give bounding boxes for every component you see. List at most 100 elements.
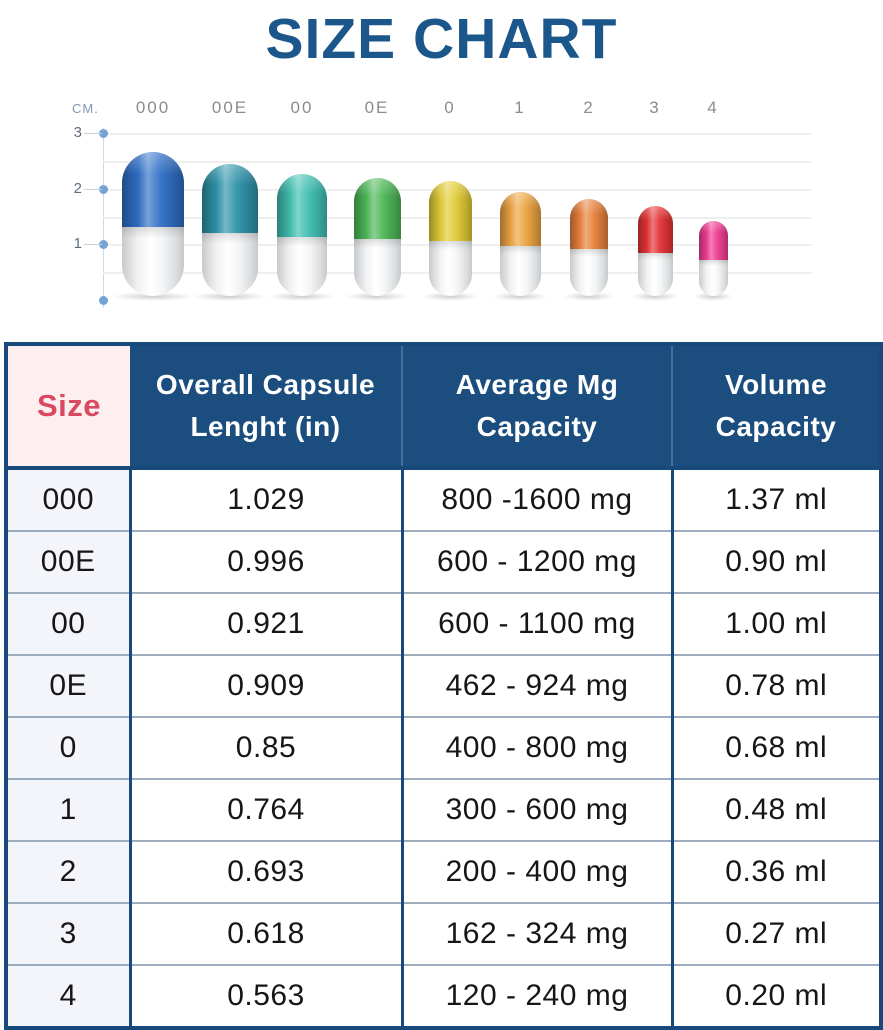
capsule-000 — [122, 152, 184, 296]
header-size: Size — [6, 344, 130, 468]
cell-mg-capacity: 800 -1600 mg — [400, 468, 672, 531]
cell-mg-capacity: 600 - 1200 mg — [400, 530, 672, 593]
capsule-shadow — [268, 292, 336, 301]
capsule-shadow — [420, 292, 480, 301]
cell-volume: 0.48 ml — [670, 778, 881, 841]
header-capsule-length: Overall Capsule Lenght (in) — [130, 344, 402, 468]
chart-gridline — [103, 160, 812, 163]
cell-size: 3 — [6, 902, 130, 965]
cell-volume: 0.78 ml — [670, 654, 881, 717]
capsule-body — [122, 226, 184, 296]
capsule-2 — [570, 199, 608, 296]
capsule-body — [428, 240, 472, 296]
capsule-size-label: 00E — [211, 98, 249, 117]
cell-size: 1 — [6, 778, 130, 841]
cell-volume: 0.36 ml — [670, 840, 881, 903]
axis-unit-label: CM. — [72, 101, 99, 116]
axis-dot — [99, 296, 108, 306]
capsule-shadow — [631, 292, 679, 301]
page-title: SIZE CHART — [265, 7, 618, 71]
capsule-shadow — [192, 292, 268, 301]
capsule-cap — [698, 221, 728, 260]
cell-size: 000 — [6, 468, 130, 531]
capsule-shadow — [345, 292, 409, 301]
table-row: 0 0.85 400 - 800 mg 0.68 ml — [6, 716, 881, 779]
cell-mg-capacity: 600 - 1100 mg — [400, 592, 672, 655]
size-table: Size Overall Capsule Lenght (in) Average… — [4, 342, 883, 1030]
header-volume-capacity: Volume Capacity — [671, 344, 881, 468]
capsule-cap — [277, 174, 327, 238]
cell-length: 0.996 — [128, 530, 402, 593]
cell-mg-capacity: 400 - 800 mg — [400, 716, 672, 779]
cell-volume: 0.68 ml — [670, 716, 881, 779]
capsule-cap — [499, 192, 541, 247]
capsule-body — [353, 239, 401, 296]
axis-dot — [99, 184, 108, 194]
axis-tick-line — [84, 244, 102, 246]
chart-gridline — [103, 133, 812, 135]
cell-volume: 0.90 ml — [670, 530, 881, 593]
capsule-cap — [570, 199, 608, 250]
cell-size: 00E — [6, 530, 130, 593]
cell-volume: 1.00 ml — [670, 592, 881, 655]
table-row: 3 0.618 162 - 324 mg 0.27 ml — [6, 902, 881, 965]
axis-dot — [99, 129, 108, 138]
capsule-size-label: 00 — [290, 98, 314, 117]
capsule-0 — [428, 181, 472, 296]
capsule-shadow — [111, 292, 195, 301]
axis-tick-label: 2 — [73, 179, 82, 197]
table-row: 00 0.921 600 - 1100 mg 1.00 ml — [6, 592, 881, 655]
cell-length: 0.764 — [128, 778, 402, 841]
cell-mg-capacity: 120 - 240 mg — [400, 964, 672, 1028]
capsule-body — [698, 260, 728, 296]
capsule-cap — [428, 181, 472, 241]
capsule-size-label: 000 — [135, 98, 171, 117]
capsule-size-label: 1 — [514, 98, 526, 117]
capsule-body — [499, 246, 541, 296]
axis-tick-line — [84, 188, 102, 190]
capsule-size-label: 3 — [649, 98, 661, 117]
table-row: 2 0.693 200 - 400 mg 0.36 ml — [6, 840, 881, 903]
capsule-3 — [637, 206, 673, 296]
capsule-4 — [698, 221, 728, 296]
capsule-1 — [499, 192, 541, 296]
cell-mg-capacity: 162 - 324 mg — [400, 902, 672, 965]
capsule-size-label: 4 — [707, 98, 719, 117]
cell-mg-capacity: 300 - 600 mg — [400, 778, 672, 841]
capsule-body — [277, 237, 327, 296]
cell-length: 0.909 — [128, 654, 402, 717]
header-mg-capacity: Average Mg Capacity — [401, 344, 672, 468]
axis-tick-label: 1 — [73, 235, 82, 253]
size-table-body: 000 1.029 800 -1600 mg 1.37 ml 00E 0.996 600 -… — [6, 468, 881, 1028]
capsule-cap — [122, 152, 184, 227]
axis-tick-line — [84, 133, 102, 134]
cell-length: 0.693 — [128, 840, 402, 903]
table-row: 00E 0.996 600 - 1200 mg 0.90 ml — [6, 530, 881, 593]
capsule-body — [202, 232, 258, 296]
capsule-cap — [202, 164, 258, 233]
table-row: 000 1.029 800 -1600 mg 1.37 ml — [6, 468, 881, 531]
capsule-body — [637, 252, 673, 296]
size-table-header: Size Overall Capsule Lenght (in) Average… — [6, 344, 881, 468]
capsule-size-label: 0 — [444, 98, 456, 117]
capsule-shadow — [693, 292, 733, 301]
capsule-cap — [637, 206, 673, 253]
cell-volume: 0.20 ml — [670, 964, 881, 1028]
capsule-size-label: 0E — [364, 98, 390, 117]
axis-dot — [99, 240, 108, 250]
capsule-00E — [202, 164, 258, 296]
cell-size: 00 — [6, 592, 130, 655]
cell-length: 0.85 — [128, 716, 402, 779]
cell-length: 0.618 — [128, 902, 402, 965]
cell-size: 2 — [6, 840, 130, 903]
axis-tick-label: 3 — [73, 124, 82, 141]
table-row: 4 0.563 120 - 240 mg 0.20 ml — [6, 964, 881, 1028]
cell-size: 4 — [6, 964, 130, 1028]
cell-length: 0.563 — [128, 964, 402, 1028]
table-row: 0E 0.909 462 - 924 mg 0.78 ml — [6, 654, 881, 717]
capsule-cap — [353, 178, 401, 240]
cell-length: 1.029 — [128, 468, 402, 531]
capsule-body — [570, 249, 608, 296]
cell-mg-capacity: 200 - 400 mg — [400, 840, 672, 903]
capsule-shadow — [492, 292, 548, 301]
